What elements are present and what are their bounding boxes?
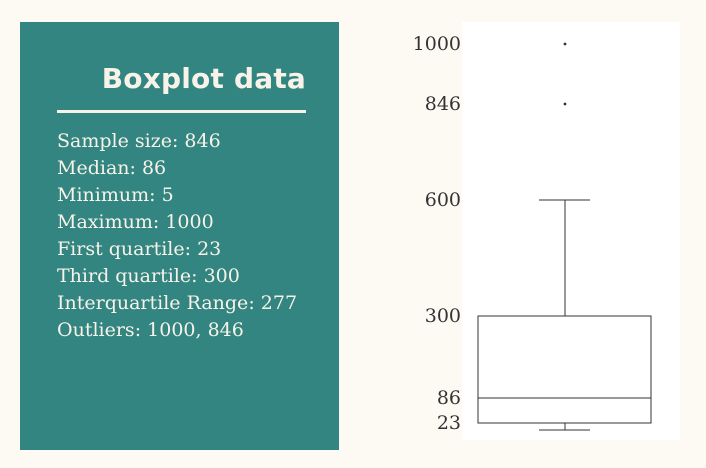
interquartile-box [477, 315, 652, 424]
y-tick-label-300: 300 [425, 305, 461, 327]
boxplot-marks [477, 42, 652, 431]
stat-sample-size: Sample size: 846 [57, 130, 221, 152]
boxplot-data-panel: Boxplot data Sample size: 846 Median: 86… [20, 22, 339, 450]
stat-third-quartile: Third quartile: 300 [57, 265, 240, 287]
outlier-point-0 [563, 42, 567, 46]
y-tick-label-23: 23 [437, 412, 461, 434]
panel-title: Boxplot data [101, 62, 306, 95]
panel-divider [57, 110, 306, 113]
stat-maximum: Maximum: 1000 [57, 211, 214, 233]
y-tick-label-86: 86 [437, 387, 461, 409]
y-tick-labels: 1000 846 600 300 86 23 [413, 33, 461, 434]
stat-first-quartile: First quartile: 23 [57, 238, 222, 260]
stat-outliers: Outliers: 1000, 846 [57, 319, 244, 341]
stat-minimum: Minimum: 5 [57, 184, 174, 206]
stats-list: Sample size: 846 Median: 86 Minimum: 5 M… [57, 128, 297, 344]
outlier-point-1 [563, 102, 567, 106]
y-tick-label-600: 600 [425, 189, 461, 211]
plot-area [462, 22, 680, 440]
stat-median: Median: 86 [57, 157, 167, 179]
y-tick-label-1000: 1000 [413, 33, 461, 55]
y-tick-label-846: 846 [425, 93, 461, 115]
stat-interquartile-range: Interquartile Range: 277 [57, 292, 298, 314]
